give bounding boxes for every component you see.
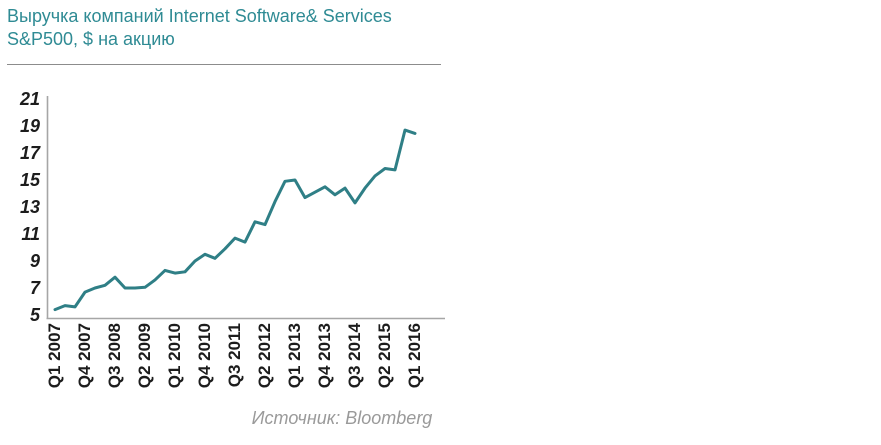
x-tick-label: Q1 2007 (45, 323, 64, 389)
y-tick-label: 9 (29, 251, 40, 271)
y-tick-label: 19 (19, 116, 40, 136)
chart-title-line2: S&P500, $ на акцию (7, 29, 175, 49)
y-tick-label: 13 (19, 197, 40, 217)
chart-title-line1: Выручка компаний Internet Software& Serv… (7, 6, 392, 26)
y-tick-label: 17 (19, 143, 40, 163)
x-tick-label: Q1 2016 (405, 323, 424, 389)
x-tick-label: Q3 2008 (105, 323, 124, 389)
x-tick-label: Q4 2013 (315, 323, 334, 389)
y-tick-label: 21 (19, 89, 40, 109)
y-tick-label: 11 (21, 224, 40, 244)
x-tick-label: Q1 2013 (285, 323, 304, 389)
x-tick-label: Q2 2012 (255, 323, 274, 389)
chart-title: Выручка компаний Internet Software& Serv… (7, 5, 392, 51)
x-tick-label: Q3 2011 (225, 323, 244, 388)
source-caption: Источник: Bloomberg (251, 408, 433, 428)
x-tick-label: Q2 2015 (375, 323, 394, 389)
x-tick-label: Q2 2009 (135, 323, 154, 389)
y-tick-label: 7 (29, 278, 40, 298)
revenue-series-line (53, 128, 417, 312)
y-tick-label: 5 (29, 305, 40, 325)
x-tick-label: Q4 2010 (195, 323, 214, 389)
x-tick-label: Q1 2010 (165, 323, 184, 389)
y-tick-label: 15 (19, 170, 40, 190)
title-divider (7, 64, 441, 65)
x-tick-label: Q3 2014 (345, 323, 364, 389)
x-tick-label: Q4 2007 (75, 323, 94, 389)
